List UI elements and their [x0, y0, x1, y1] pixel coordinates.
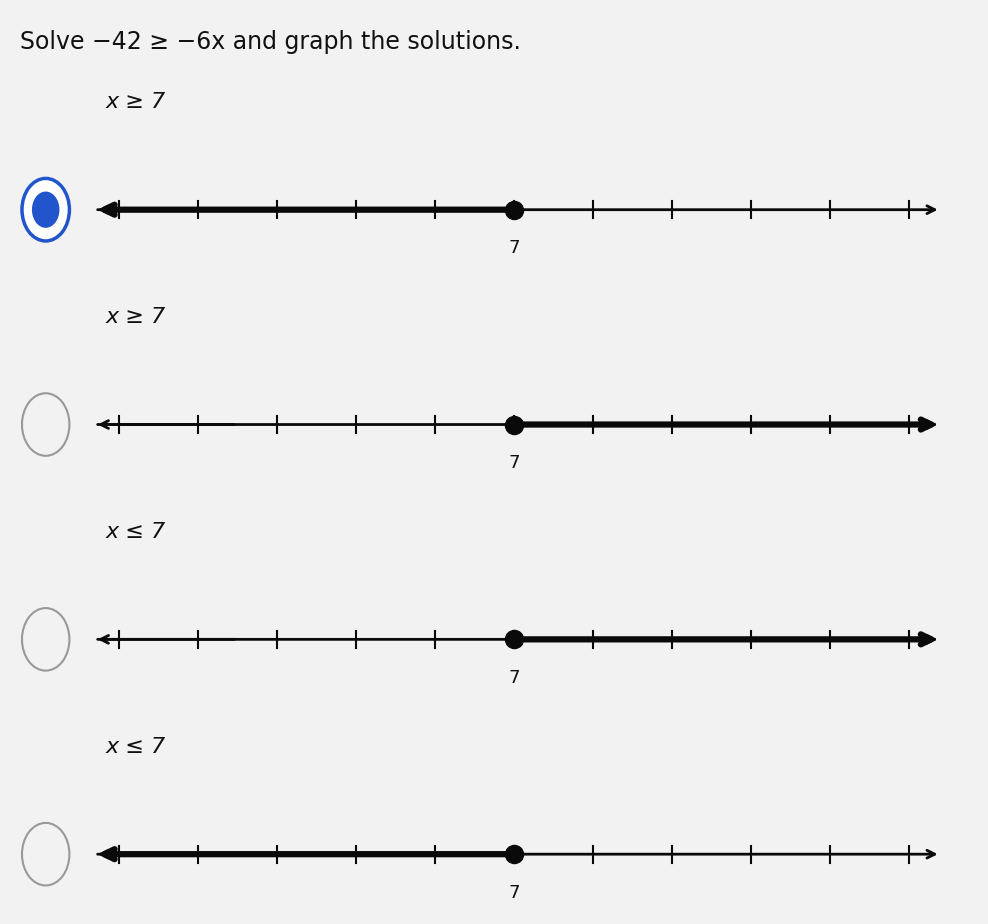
- Text: x ≤ 7: x ≤ 7: [106, 522, 166, 542]
- Circle shape: [32, 191, 59, 228]
- Text: 7: 7: [508, 883, 520, 902]
- Text: x ≥ 7: x ≥ 7: [106, 307, 166, 327]
- Text: x ≥ 7: x ≥ 7: [106, 92, 166, 113]
- Circle shape: [22, 178, 69, 241]
- Text: 7: 7: [508, 454, 520, 472]
- Text: 7: 7: [508, 239, 520, 257]
- Text: Solve −42 ≥ −6x and graph the solutions.: Solve −42 ≥ −6x and graph the solutions.: [20, 30, 521, 54]
- Text: x ≤ 7: x ≤ 7: [106, 736, 166, 757]
- Text: 7: 7: [508, 669, 520, 687]
